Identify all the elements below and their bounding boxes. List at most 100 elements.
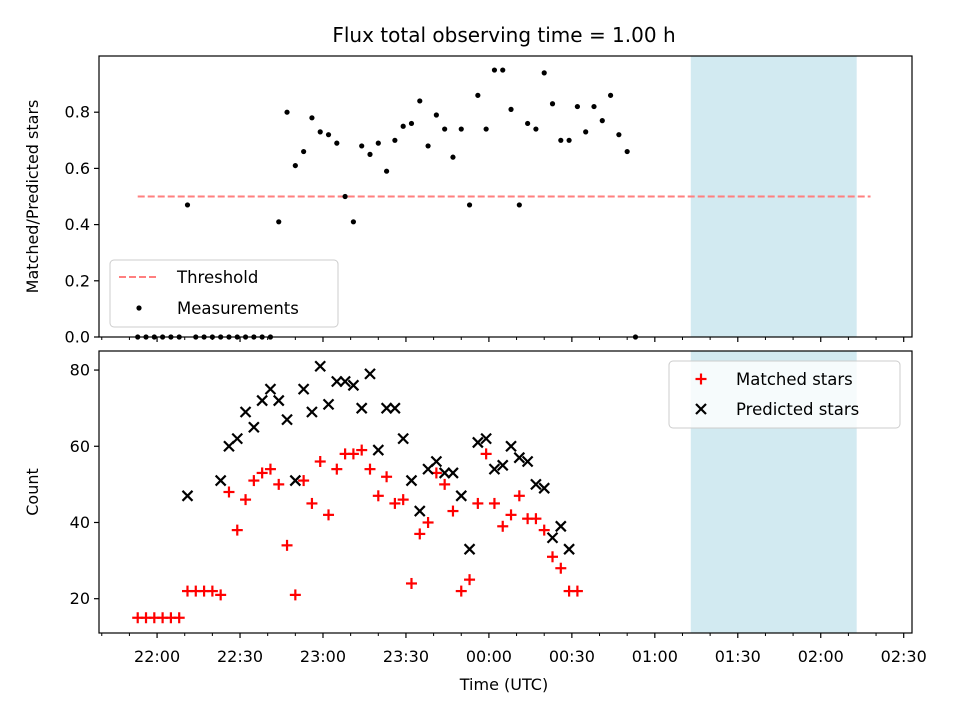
x-tick-label: 00:00 <box>466 647 512 666</box>
x-tick-label: 02:30 <box>881 647 927 666</box>
data-point <box>350 219 357 225</box>
data-point <box>472 497 484 509</box>
data-point <box>505 440 517 453</box>
data-point <box>334 140 340 146</box>
data-point <box>464 574 476 586</box>
data-point <box>555 562 567 574</box>
data-point <box>367 151 373 157</box>
data-point <box>397 494 409 506</box>
data-point <box>425 143 431 149</box>
data-point <box>284 109 290 115</box>
data-point <box>549 101 556 107</box>
data-point <box>538 482 550 494</box>
legend-measurements-label: Measurements <box>177 299 299 318</box>
data-point <box>314 360 327 373</box>
legend: Matched stars Predicted stars <box>668 360 901 429</box>
data-point <box>364 463 376 475</box>
plot-frame <box>98 350 913 634</box>
data-point <box>281 539 293 551</box>
data-point <box>508 106 514 112</box>
data-point <box>616 132 622 138</box>
data-point <box>375 140 381 146</box>
x-tick-label: 01:30 <box>715 647 761 666</box>
x-axis-label: Time (UTC) <box>459 675 548 694</box>
data-point <box>231 524 243 536</box>
ratio-panel: 0.0 0.2 0.4 0.6 0.8 Matched/Predicted stars Th… <box>23 55 913 347</box>
y-tick-label: 80 <box>70 361 90 380</box>
data-point <box>450 154 456 160</box>
data-point <box>583 129 589 135</box>
data-point <box>256 394 268 407</box>
legend-matched-swatch <box>695 373 707 385</box>
data-point <box>525 120 531 127</box>
y-tick-label: 0.6 <box>65 159 90 178</box>
data-point <box>566 137 572 143</box>
data-point <box>574 103 580 110</box>
data-point <box>331 463 343 475</box>
data-point <box>475 92 481 98</box>
legend-measurements-swatch <box>136 305 142 311</box>
data-point <box>488 497 500 509</box>
data-point <box>405 474 418 487</box>
data-point <box>447 467 459 479</box>
data-point <box>414 528 426 540</box>
data-point <box>206 585 218 597</box>
data-point <box>430 455 443 468</box>
data-point <box>530 513 542 525</box>
data-point <box>301 148 307 155</box>
count-panel: 20 40 60 80 22:00 22:30 23:00 23:30 00:00 00:30 01… <box>23 350 927 666</box>
x-tick-label: 23:00 <box>300 647 346 666</box>
data-point <box>289 474 302 487</box>
data-point <box>292 162 298 169</box>
y-axis-label: Matched/Predicted stars <box>23 100 42 294</box>
data-point <box>323 509 335 521</box>
data-point <box>322 398 335 411</box>
data-point <box>347 448 359 460</box>
data-point <box>173 612 185 624</box>
data-point <box>488 463 501 475</box>
data-point <box>546 531 559 544</box>
data-point <box>317 129 323 135</box>
data-point <box>541 70 547 76</box>
y-tick-label: 20 <box>70 589 90 608</box>
legend-box <box>109 259 339 328</box>
data-point <box>298 475 310 487</box>
data-point <box>400 123 406 129</box>
data-point <box>607 92 614 98</box>
data-point <box>342 193 348 200</box>
data-point <box>356 444 368 456</box>
data-point <box>466 202 473 208</box>
data-point <box>442 126 448 132</box>
data-point <box>372 490 384 502</box>
data-point <box>389 402 401 414</box>
x-tick-label: 02:00 <box>798 647 844 666</box>
data-point <box>558 137 564 143</box>
data-point <box>413 505 426 517</box>
data-point <box>372 444 385 456</box>
data-point <box>392 137 398 143</box>
data-point <box>256 467 268 479</box>
data-point <box>491 67 498 73</box>
data-point <box>455 585 467 597</box>
x-tick-label: 22:30 <box>217 647 263 666</box>
chart-title: Flux total observing time = 1.00 h <box>332 23 675 47</box>
data-point <box>563 543 575 555</box>
data-point <box>463 543 476 555</box>
data-point <box>214 474 227 487</box>
data-point <box>455 490 468 502</box>
data-point <box>513 451 526 464</box>
data-point <box>289 589 301 601</box>
data-point <box>555 520 567 533</box>
data-point <box>325 132 332 138</box>
data-point <box>538 524 550 536</box>
data-point <box>314 456 326 468</box>
data-point <box>433 112 439 118</box>
data-point <box>516 202 522 208</box>
x-tick-label: 01:00 <box>632 647 678 666</box>
data-point <box>533 126 539 132</box>
data-point <box>591 103 597 110</box>
data-point <box>264 383 277 395</box>
data-point <box>181 490 194 502</box>
data-point <box>599 118 605 124</box>
series-predicted-stars <box>181 360 575 555</box>
